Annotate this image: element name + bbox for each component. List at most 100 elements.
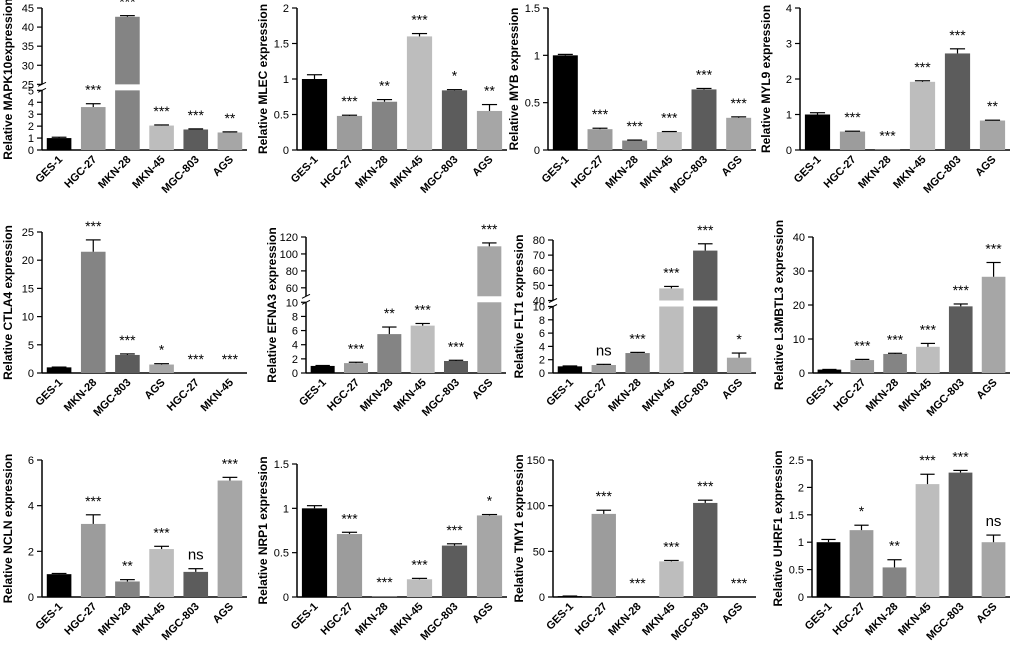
significance-label: ***	[663, 538, 680, 554]
significance-label: ***	[596, 488, 613, 504]
significance-label: **	[379, 78, 390, 94]
significance-label: ***	[448, 338, 465, 354]
chart-panel-12: 0 0.5 1 1.5 2 2.5 Relative UHRF1 expression GES…	[771, 448, 1010, 643]
y-tick-label: 1	[534, 50, 540, 62]
y-tick-label: 1	[283, 74, 289, 86]
y-tick-label: 8	[292, 311, 298, 323]
significance-label: ***	[85, 218, 102, 234]
axis-break-mark	[301, 293, 311, 299]
y-tick-label: 30	[22, 60, 34, 72]
y-tick-label: 2	[292, 354, 298, 366]
bar	[115, 354, 140, 373]
bar	[979, 120, 1006, 150]
significance-label: ***	[446, 522, 463, 538]
x-category-label: MGC-803	[669, 601, 711, 643]
x-category-label: HGC-27	[831, 377, 868, 414]
x-category-label: HGC-27	[165, 377, 202, 414]
bar	[981, 276, 1006, 373]
x-category-label: MKN-28	[358, 377, 395, 414]
y-tick-label: 0.5	[789, 565, 804, 577]
significance-label: ***	[629, 575, 646, 591]
x-category-label: HGC-27	[822, 154, 859, 191]
x-category-label: HGC-27	[319, 154, 356, 191]
y-tick-label: 0	[292, 368, 298, 380]
y-axis-label: Relative TMY1 expression	[512, 454, 526, 602]
x-category-label: GES-1	[540, 154, 572, 186]
significance-label: **	[122, 558, 133, 574]
y-tick-label: 150	[527, 455, 545, 467]
y-tick-label: 2	[539, 355, 545, 367]
x-category-label: HGC-27	[62, 601, 99, 638]
significance-label: **	[224, 110, 235, 126]
significance-label: ***	[414, 301, 431, 317]
bar	[882, 567, 907, 597]
y-tick-label: 0	[798, 592, 804, 604]
bar	[659, 306, 684, 373]
significance-label: *	[487, 493, 493, 509]
y-tick-label: 40	[793, 232, 805, 244]
x-category-label: MKN-28	[353, 154, 390, 191]
bar	[948, 472, 973, 597]
significance-label: ***	[85, 493, 102, 509]
significance-label: **	[987, 98, 998, 114]
significance-label: *	[159, 342, 165, 358]
x-category-label: HGC-27	[325, 377, 362, 414]
bar	[80, 523, 106, 597]
bar	[46, 574, 72, 597]
significance-label: ***	[153, 103, 170, 119]
x-category-label: GES-1	[804, 377, 836, 409]
y-tick-label: 60	[533, 265, 545, 277]
y-tick-label: 1.5	[274, 459, 289, 471]
y-tick-label: 0.5	[274, 110, 289, 122]
significance-label: ***	[844, 109, 861, 125]
bar	[850, 360, 875, 373]
significance-label: ***	[661, 110, 678, 126]
x-category-label: AGS	[974, 377, 999, 402]
significance-label: ***	[341, 510, 358, 526]
x-category-label: GES-1	[792, 154, 824, 186]
x-category-label: GES-1	[803, 601, 835, 633]
significance-label: ***	[854, 337, 871, 353]
y-tick-label: 25	[22, 227, 34, 239]
bar	[444, 360, 468, 373]
y-tick-label: 4	[28, 501, 34, 513]
y-tick-label: 1	[798, 537, 804, 549]
bar	[115, 90, 140, 150]
y-tick-label: 2	[786, 74, 792, 86]
y-tick-label: 20	[793, 300, 805, 312]
y-tick-label: 2	[28, 546, 34, 558]
x-category-label: HGC-27	[569, 154, 606, 191]
y-tick-label: 5	[28, 85, 34, 97]
bar	[441, 545, 468, 597]
significance-label: ***	[626, 118, 643, 134]
y-tick-label: 6	[28, 455, 34, 467]
significance-label: ***	[222, 351, 239, 367]
bar	[183, 129, 209, 150]
x-category-label: MGC-803	[160, 154, 202, 196]
bar	[557, 366, 583, 373]
bar	[476, 110, 503, 150]
bar	[726, 117, 752, 150]
y-tick-label: 0	[283, 592, 289, 604]
x-category-label: MKN-28	[96, 154, 133, 191]
bar	[591, 513, 616, 597]
bar	[46, 138, 72, 150]
x-category-label: AGS	[470, 377, 495, 402]
bar	[476, 515, 503, 597]
y-axis-label: Relative MLEC expression	[256, 4, 270, 154]
y-tick-label: 1	[28, 133, 34, 145]
y-tick-label: 70	[533, 250, 545, 262]
bar	[622, 140, 648, 150]
significance-label: ***	[341, 93, 358, 109]
y-tick-label: 10	[533, 302, 545, 314]
significance-label: ***	[985, 241, 1002, 257]
bar	[406, 36, 433, 150]
y-tick-label: 3	[28, 109, 34, 121]
bar	[301, 79, 328, 150]
bar	[477, 246, 502, 297]
y-axis-label: Relative MAPK10expression	[1, 0, 15, 160]
bar	[839, 131, 866, 150]
y-axis-label: Relative CTLA4 expression	[1, 225, 15, 380]
